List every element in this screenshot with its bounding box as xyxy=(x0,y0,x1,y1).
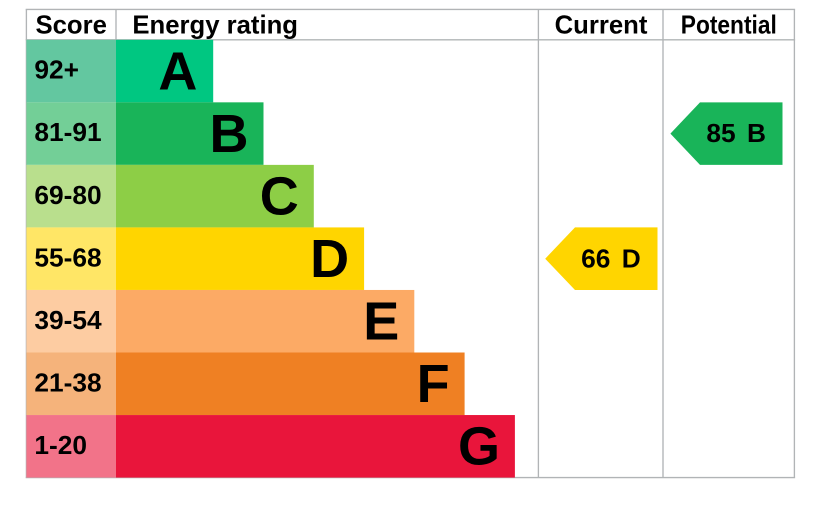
svg-text:21-38: 21-38 xyxy=(34,367,101,397)
svg-text:Current: Current xyxy=(555,11,648,39)
svg-text:B: B xyxy=(747,118,766,148)
svg-text:85: 85 xyxy=(706,118,735,148)
svg-text:81-91: 81-91 xyxy=(34,117,101,147)
svg-text:D: D xyxy=(310,229,349,289)
svg-text:39-54: 39-54 xyxy=(34,305,102,335)
svg-text:G: G xyxy=(458,417,500,477)
svg-text:Potential: Potential xyxy=(681,11,777,39)
svg-text:F: F xyxy=(417,354,450,414)
svg-text:C: C xyxy=(260,167,299,227)
svg-text:A: A xyxy=(158,41,197,101)
svg-text:Energy rating: Energy rating xyxy=(132,11,298,39)
svg-text:69-80: 69-80 xyxy=(34,180,101,210)
svg-text:B: B xyxy=(210,104,249,164)
svg-text:92+: 92+ xyxy=(34,55,79,85)
svg-text:1-20: 1-20 xyxy=(34,430,87,460)
svg-text:E: E xyxy=(363,292,399,352)
svg-text:Score: Score xyxy=(35,11,106,39)
svg-text:D: D xyxy=(622,243,641,273)
svg-text:66: 66 xyxy=(581,243,610,273)
svg-text:55-68: 55-68 xyxy=(34,242,101,272)
